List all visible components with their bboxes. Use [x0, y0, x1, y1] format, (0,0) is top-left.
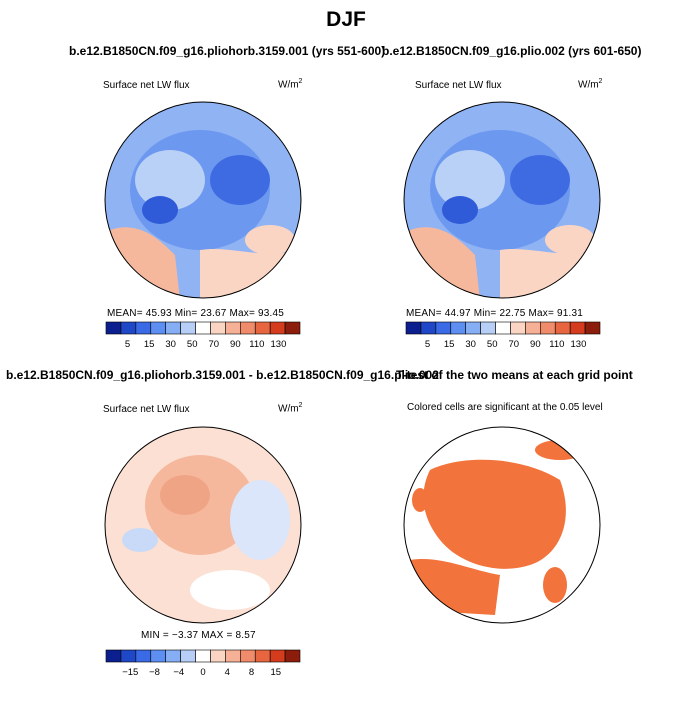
panel-2-colorbar-swatch: [435, 321, 452, 335]
panel-1-colorbar-tick-label: 110: [249, 339, 264, 350]
panel-1-colorbar-swatch: [225, 321, 241, 335]
panel-1-colorbar: 5 15 30 50 70 90 110 130: [105, 321, 301, 350]
panel-2-colorbar-tick-label: 15: [444, 339, 455, 350]
panel-1-colorbar-swatch: [150, 321, 166, 335]
panel-3-colorbar-swatch: [105, 649, 122, 663]
panel-1-colorbar-swatch: [254, 321, 271, 335]
panel-3-colorbar-tick-label: 4: [225, 667, 230, 678]
panel-3-colorbar-swatch: [254, 649, 271, 663]
panel-1-colorbar-tick-label: 5: [125, 339, 130, 350]
panel-2-colorbar-swatch: [405, 321, 422, 335]
panel-1-title: b.e12.B1850CN.f09_g16.pliohorb.3159.001 …: [69, 44, 386, 58]
panel-1-colorbar-swatch: [210, 321, 226, 335]
panel-1-colorbar-swatch: [240, 321, 256, 335]
panel-1-units: W/m2: [278, 78, 303, 91]
panel-1-colorbar-tick-label: 130: [271, 339, 287, 350]
panel-3-colorbar-tick-label: −15: [122, 667, 138, 678]
panel-3-title: b.e12.B1850CN.f09_g16.pliohorb.3159.001 …: [6, 368, 439, 382]
panel-4-significance-note: Colored cells are significant at the 0.0…: [407, 402, 603, 413]
panel-2-colorbar-swatch: [584, 321, 601, 335]
panel-1-colorbar-tick-label: 30: [165, 339, 176, 350]
panel-2-colorbar-tick-label: 30: [465, 339, 476, 350]
panel-2-colorbar: 5 15 30 50 70 90 110 130: [405, 321, 601, 350]
panel-2-colorbar-swatch: [569, 321, 586, 335]
panel-2-colorbar-tick-label: 90: [530, 339, 541, 350]
panel-2-colorbar-swatch: [465, 321, 481, 335]
panel-3-colorbar-swatch: [150, 649, 166, 663]
panel-2-colorbar-swatch: [450, 321, 466, 335]
panel-2-stats: MEAN= 44.97 Min= 22.75 Max= 91.31: [406, 308, 583, 319]
panel-3-colorbar-tick-label: 0: [200, 667, 205, 678]
panel-1-colorbar-swatch: [135, 321, 152, 335]
panel-3-colorbar: −15 −8 −4 0 4 8 15: [105, 649, 301, 678]
panel-2-colorbar-swatch: [510, 321, 526, 335]
panel-2-map: [404, 102, 600, 298]
panel-3-colorbar-swatch: [120, 649, 137, 663]
panel-1-map: [105, 102, 301, 298]
panel-2-variable-label: Surface net LW flux: [415, 80, 502, 91]
panel-1-colorbar-tick-label: 50: [187, 339, 198, 350]
panel-1-colorbar-swatch: [269, 321, 286, 335]
panel-1-colorbar-swatch: [120, 321, 137, 335]
panel-2-colorbar-tick-label: 110: [549, 339, 564, 350]
panel-4-map: [404, 427, 600, 623]
panel-3-colorbar-swatch: [225, 649, 241, 663]
panel-3-colorbar-swatch: [269, 649, 286, 663]
panel-3-colorbar-swatch: [165, 649, 181, 663]
panel-3-colorbar-swatch: [135, 649, 152, 663]
panel-1-colorbar-swatch: [284, 321, 301, 335]
panel-1-colorbar-tick-label: 90: [230, 339, 241, 350]
panel-2-title: b.e12.B1850CN.f09_g16.plio.002 (yrs 601-…: [382, 44, 642, 58]
panel-3-colorbar-tick-label: 15: [270, 667, 281, 678]
panel-2-colorbar-tick-label: 50: [487, 339, 498, 350]
page-title: DJF: [326, 8, 366, 31]
panel-1-colorbar-tick-label: 70: [208, 339, 219, 350]
panel-2-colorbar-swatch: [420, 321, 437, 335]
panel-3-colorbar-swatch: [284, 649, 301, 663]
panel-3-colorbar-swatch: [180, 649, 196, 663]
panel-4-title: T-test of the two means at each grid poi…: [396, 368, 633, 382]
panel-2-colorbar-tick-label: 130: [571, 339, 587, 350]
panel-2-colorbar-swatch: [554, 321, 571, 335]
panel-3-colorbar-swatch: [210, 649, 226, 663]
panel-2-colorbar-swatch: [480, 321, 496, 335]
panel-3-variable-label: Surface net LW flux: [103, 404, 190, 415]
panel-1-colorbar-swatch: [165, 321, 181, 335]
panel-3-map: [105, 427, 301, 623]
panel-1-stats: MEAN= 45.93 Min= 23.67 Max= 93.45: [107, 308, 284, 319]
panel-2-colorbar-tick-label: 5: [425, 339, 430, 350]
panel-2-colorbar-swatch: [525, 321, 541, 335]
panel-2-colorbar-tick-label: 70: [508, 339, 519, 350]
panel-1-colorbar-swatch: [180, 321, 196, 335]
panel-1-colorbar-swatch: [105, 321, 122, 335]
panel-1-colorbar-swatch: [195, 321, 211, 335]
panel-2-colorbar-swatch: [495, 321, 511, 335]
panel-2-colorbar-swatch: [540, 321, 556, 335]
panel-3-colorbar-tick-label: −8: [149, 667, 160, 678]
panel-3-colorbar-swatch: [195, 649, 211, 663]
panel-1-variable-label: Surface net LW flux: [103, 80, 190, 91]
panel-2-units: W/m2: [578, 78, 603, 91]
panel-3-stats: MIN = −3.37 MAX = 8.57: [141, 630, 256, 641]
panel-3-colorbar-swatch: [240, 649, 256, 663]
panel-1-colorbar-tick-label: 15: [144, 339, 155, 350]
panel-3-units: W/m2: [278, 402, 303, 415]
panel-3-colorbar-tick-label: −4: [173, 667, 184, 678]
panel-3-colorbar-tick-label: 8: [249, 667, 254, 678]
